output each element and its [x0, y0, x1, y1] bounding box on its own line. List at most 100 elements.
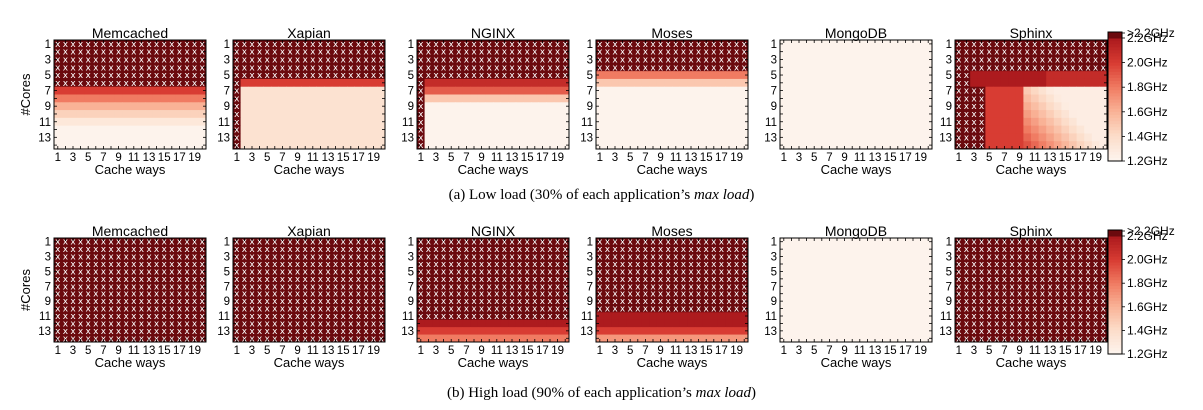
- heatmap-cell: [271, 267, 279, 276]
- saturated-marker: x: [487, 312, 493, 322]
- heatmap-cell: [84, 238, 93, 246]
- saturated-marker: x: [681, 48, 687, 58]
- heatmap-cell: [694, 110, 703, 119]
- heatmap-cell: [354, 78, 363, 88]
- heatmap-cell: [309, 334, 317, 343]
- heatmap-cell: [248, 125, 257, 134]
- saturated-marker: x: [563, 260, 569, 270]
- saturated-marker: x: [177, 55, 183, 65]
- saturated-marker: x: [464, 312, 470, 322]
- saturated-marker: x: [325, 282, 331, 292]
- saturated-marker: x: [418, 79, 424, 89]
- heatmap-cell: [369, 102, 378, 111]
- heatmap-cell: [1000, 133, 1009, 142]
- saturated-marker: x: [242, 71, 248, 81]
- heatmap-cell: [324, 267, 333, 276]
- heatmap-cell: [432, 47, 441, 56]
- heatmap-cell: [508, 304, 517, 313]
- saturated-marker: x: [711, 253, 717, 263]
- heatmap-cell: [362, 290, 371, 298]
- heatmap-cell: [916, 110, 925, 119]
- heatmap-cell: [278, 267, 287, 276]
- saturated-marker: x: [494, 282, 500, 292]
- heatmap-cell: [878, 86, 887, 95]
- y-tick-label: 3: [45, 54, 51, 66]
- heatmap-cell: [656, 290, 665, 298]
- heatmap-cell: [61, 141, 70, 150]
- heatmap-cell: [833, 47, 842, 56]
- heatmap-cell: [137, 141, 146, 150]
- heatmap-cell: [618, 290, 627, 298]
- heatmap-cell: [278, 238, 287, 246]
- heatmap-cell: [432, 125, 441, 134]
- heatmap-cell: [286, 282, 295, 291]
- heatmap-cell: [626, 110, 635, 119]
- x-tick-label: 1: [234, 345, 240, 357]
- heatmap-cell: [462, 117, 471, 127]
- saturated-marker: x: [200, 319, 206, 329]
- heatmap-cell: [710, 78, 718, 88]
- saturated-marker: x: [704, 238, 710, 248]
- saturated-marker: x: [643, 48, 649, 58]
- heatmap-cell: [561, 78, 570, 88]
- saturated-marker: x: [280, 290, 286, 300]
- heatmap-cell: [618, 63, 627, 72]
- x-tick-label: 11: [307, 152, 319, 164]
- heatmap-cell: [377, 110, 386, 119]
- saturated-marker: x: [124, 275, 130, 285]
- saturated-marker: x: [139, 319, 145, 329]
- saturated-marker: x: [479, 290, 485, 300]
- heatmap-cell: [687, 55, 696, 64]
- heatmap-cell: [649, 133, 658, 142]
- heatmap-cell: [271, 47, 279, 56]
- heatmap-cell: [152, 86, 161, 95]
- x-axis-label: Cache ways: [821, 162, 892, 177]
- heatmap-cell: [909, 40, 918, 49]
- heatmap-cell: [732, 117, 741, 127]
- heatmap-cell: [76, 94, 85, 103]
- saturated-marker: x: [464, 55, 470, 65]
- heatmap-cell: [362, 245, 371, 254]
- heatmap-cell: [732, 63, 741, 72]
- heatmap-cell: [424, 94, 433, 103]
- saturated-marker: x: [257, 71, 263, 81]
- heatmap-cell: [710, 94, 718, 103]
- heatmap-cell: [114, 78, 123, 88]
- heatmap-cell: [833, 63, 842, 72]
- heatmap-cell: [1091, 78, 1100, 88]
- heatmap-cell: [331, 275, 340, 283]
- heatmap-cell: [263, 55, 272, 64]
- heatmap-cell: [130, 47, 138, 56]
- heatmap-cell: [810, 63, 819, 72]
- saturated-marker: x: [234, 126, 240, 136]
- heatmap-cell: [1008, 47, 1017, 56]
- heatmap-cell: [455, 63, 463, 72]
- saturated-marker: x: [563, 297, 569, 307]
- heatmap-cell: [787, 55, 796, 64]
- heatmap-cell: [278, 125, 287, 134]
- heatmap-cell: [331, 319, 340, 328]
- saturated-marker: x: [1047, 55, 1053, 65]
- heatmap-cell: [626, 252, 635, 261]
- saturated-marker: x: [597, 63, 603, 73]
- heatmap-cell: [271, 63, 279, 72]
- saturated-marker: x: [265, 238, 271, 248]
- heatmap-cell: [863, 110, 872, 119]
- heatmap-cell: [725, 125, 734, 134]
- x-tick-label: 11: [491, 345, 503, 357]
- heatmap-cell: [76, 86, 85, 95]
- heatmap-cell: [278, 290, 287, 298]
- heatmap-cell: [84, 141, 93, 150]
- saturated-marker: x: [441, 312, 447, 322]
- heatmap-cell: [553, 327, 562, 335]
- saturated-marker: x: [93, 260, 99, 270]
- heatmap-cell: [339, 252, 348, 261]
- heatmap-cell: [470, 133, 479, 142]
- heatmap-cell: [137, 63, 146, 72]
- heatmap-cell: [309, 238, 317, 246]
- heatmap-cell: [54, 86, 62, 95]
- heatmap-cell: [61, 86, 70, 95]
- heatmap-cell: [61, 327, 70, 335]
- heatmap-cell: [500, 260, 509, 269]
- heatmap-cell: [515, 71, 524, 80]
